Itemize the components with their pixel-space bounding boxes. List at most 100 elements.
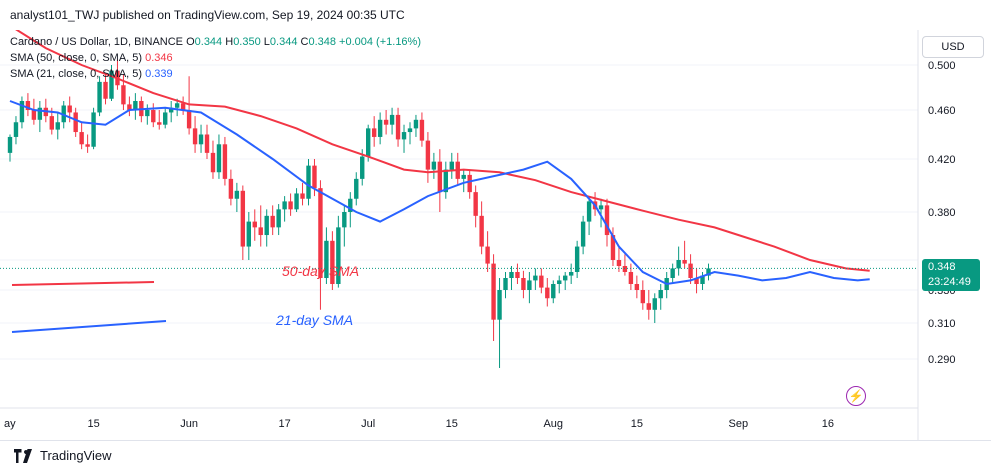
candle-body	[437, 161, 443, 193]
candle-body	[574, 246, 580, 272]
high-label: H	[225, 36, 234, 48]
candle	[103, 74, 108, 105]
candle	[300, 182, 305, 206]
candle	[443, 161, 449, 199]
candle	[461, 169, 466, 193]
candle-body	[73, 112, 78, 133]
candle-body	[383, 119, 389, 125]
bar-countdown: 23:24:49	[928, 276, 971, 289]
candle	[288, 193, 293, 216]
candle	[622, 254, 628, 276]
candle	[133, 93, 138, 120]
candle-body	[330, 240, 335, 284]
candle-body	[509, 272, 514, 278]
tradingview-brand: TradingView	[40, 448, 112, 463]
candle	[580, 215, 586, 255]
candle	[31, 98, 37, 125]
candle	[216, 134, 222, 179]
current-price-tag: 0.348 23:24:49	[922, 259, 980, 292]
chart-legend: Cardano / US Dollar, 1D, BINANCE O0.344 …	[10, 34, 421, 82]
candle	[85, 134, 90, 153]
tradingview-logo[interactable]: TradingView	[12, 448, 112, 463]
candle-body	[616, 260, 622, 266]
candle-body	[377, 119, 383, 137]
tradingview-logo-icon	[14, 448, 32, 463]
candle	[574, 240, 580, 278]
currency-button[interactable]: USD	[922, 36, 984, 58]
candle	[425, 132, 431, 183]
candle	[383, 110, 389, 135]
lightning-icon[interactable]: ⚡	[846, 386, 866, 406]
candle-body	[151, 110, 156, 123]
candle	[330, 231, 335, 290]
candle-body	[652, 298, 657, 310]
candle-body	[515, 272, 520, 278]
candle-body	[700, 275, 705, 284]
candle-body	[545, 287, 550, 299]
candle-body	[646, 303, 651, 310]
candle-body	[306, 165, 311, 199]
sma21-label: SMA (21, close, 0, SMA, 5)	[10, 68, 143, 80]
candle	[437, 149, 443, 212]
candle-body	[389, 114, 395, 125]
candle	[586, 196, 592, 236]
candle	[151, 103, 156, 128]
candle	[700, 272, 705, 290]
candle-body	[485, 246, 490, 264]
candle-body	[419, 119, 425, 141]
candle	[628, 263, 634, 290]
sma21-line	[9, 100, 870, 286]
candle-body	[628, 272, 634, 284]
symbol-name[interactable]: Cardano / US Dollar, 1D, BINANCE	[10, 36, 184, 48]
price-tick-label: 0.310	[928, 318, 956, 330]
candle-body	[527, 280, 532, 290]
candle	[407, 122, 413, 145]
candle	[479, 201, 484, 255]
candle-body	[676, 260, 681, 269]
candle	[568, 263, 574, 284]
candlestick-chart[interactable]: 50-day SMA 21-day SMA 0.500 0.460 0.420 0.3…	[0, 24, 991, 440]
price-tick-label: 0.460	[928, 105, 956, 117]
candle-body	[371, 128, 377, 137]
candle-body	[348, 198, 353, 212]
candle-body	[180, 103, 186, 110]
candle-body	[37, 107, 43, 120]
publisher-line: analyst101_TWJ published on TradingView.…	[10, 8, 405, 22]
candle	[37, 101, 43, 133]
time-tick-label: Jul	[361, 418, 375, 430]
sma50-legend-line	[11, 281, 155, 286]
candle-body	[318, 188, 323, 278]
candle-body	[252, 221, 257, 228]
candle	[198, 124, 204, 153]
sma21-annotation: 21-day SMA	[275, 312, 353, 328]
candle-body	[270, 215, 275, 228]
candle	[389, 107, 395, 135]
candle-body	[557, 280, 562, 284]
candle-body	[19, 101, 25, 123]
candle-body	[395, 114, 401, 140]
candle	[342, 205, 347, 247]
candle-body	[598, 205, 604, 210]
time-axis[interactable]: ay 15 Jun 17 Jul 15 Aug 15 Sep 16	[4, 418, 834, 430]
candle-body	[425, 140, 431, 170]
candle-body	[503, 278, 508, 290]
price-chart[interactable]: 50-day SMA 21-day SMA 0.500 0.460 0.420 0.3…	[0, 24, 991, 440]
candle-body	[264, 215, 269, 236]
candle-body	[354, 178, 359, 199]
candle	[539, 268, 544, 294]
candle	[282, 196, 287, 222]
sma21-value: 0.339	[145, 68, 173, 80]
candle	[467, 169, 472, 199]
candle-body	[133, 101, 138, 110]
candle	[371, 116, 377, 147]
candle	[706, 263, 711, 281]
candle	[163, 107, 168, 129]
candle-body	[163, 112, 168, 125]
sma50-line	[9, 24, 870, 272]
time-tick-label: Sep	[729, 418, 749, 430]
candle	[682, 240, 687, 269]
sma50-legend-row[interactable]: SMA (50, close, 0, SMA, 5) 0.346	[10, 50, 421, 66]
candle-body	[366, 128, 371, 157]
sma21-legend-row[interactable]: SMA (21, close, 0, SMA, 5) 0.339	[10, 66, 421, 82]
